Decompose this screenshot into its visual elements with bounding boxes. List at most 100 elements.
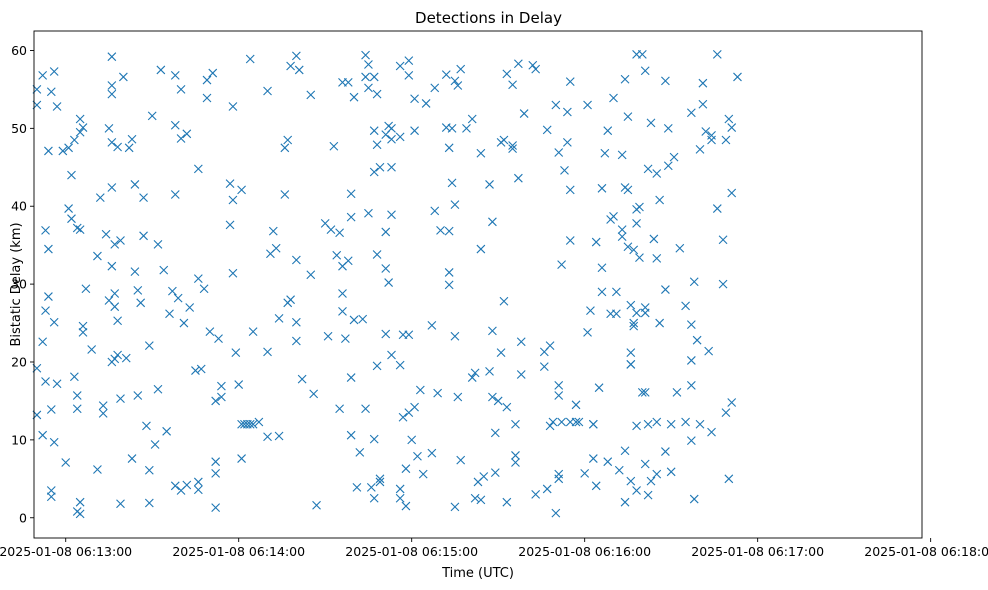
data-point bbox=[675, 243, 685, 253]
data-point bbox=[335, 228, 344, 238]
data-point bbox=[225, 220, 235, 230]
data-point bbox=[395, 132, 405, 142]
data-point bbox=[620, 446, 630, 456]
data-point bbox=[427, 320, 437, 330]
data-point bbox=[343, 256, 353, 266]
data-point bbox=[372, 250, 382, 259]
data-point bbox=[467, 373, 477, 382]
data-point bbox=[375, 477, 385, 487]
data-point bbox=[124, 143, 134, 153]
data-point bbox=[614, 465, 624, 475]
data-point bbox=[185, 303, 195, 312]
data-point bbox=[562, 107, 572, 117]
x-axis-ticks: 2025-01-08 06:13:00 2025-01-08 06:14:00 20… bbox=[0, 538, 988, 559]
data-point bbox=[574, 417, 584, 427]
data-point bbox=[69, 372, 79, 382]
data-point bbox=[545, 421, 555, 431]
data-point bbox=[46, 405, 56, 414]
data-point bbox=[193, 477, 203, 487]
data-point bbox=[182, 129, 192, 139]
data-point bbox=[355, 447, 365, 457]
data-point bbox=[551, 100, 561, 110]
data-point bbox=[202, 93, 212, 103]
data-point bbox=[727, 123, 737, 132]
data-point bbox=[369, 493, 379, 503]
data-point bbox=[176, 134, 186, 143]
data-point bbox=[179, 318, 189, 328]
data-point bbox=[147, 111, 157, 121]
data-point bbox=[689, 277, 699, 287]
data-point bbox=[588, 419, 598, 429]
data-point bbox=[78, 123, 88, 132]
data-point bbox=[692, 335, 702, 345]
data-point bbox=[75, 114, 85, 124]
data-point bbox=[513, 173, 523, 183]
y-tick-label: 40 bbox=[11, 199, 27, 214]
data-point bbox=[263, 347, 272, 357]
data-point bbox=[358, 314, 368, 324]
data-point bbox=[490, 468, 500, 477]
data-point bbox=[444, 280, 454, 290]
y-tick-label: 20 bbox=[11, 354, 27, 369]
data-point bbox=[49, 317, 59, 327]
data-point bbox=[637, 387, 647, 397]
data-point bbox=[274, 431, 284, 441]
data-point bbox=[663, 123, 673, 133]
data-point bbox=[508, 144, 517, 153]
data-point bbox=[144, 465, 154, 475]
data-point bbox=[387, 210, 396, 220]
data-point bbox=[217, 392, 226, 402]
data-point bbox=[698, 99, 708, 109]
data-point bbox=[623, 242, 633, 252]
data-point bbox=[583, 328, 592, 337]
data-point bbox=[617, 232, 627, 241]
data-point bbox=[623, 112, 633, 122]
data-point bbox=[629, 245, 639, 255]
data-point bbox=[476, 495, 486, 505]
data-point bbox=[46, 87, 56, 97]
data-point bbox=[488, 217, 497, 227]
data-point bbox=[291, 255, 301, 265]
data-point bbox=[485, 366, 494, 376]
data-point bbox=[488, 326, 497, 336]
data-point bbox=[110, 354, 120, 364]
data-point bbox=[404, 330, 414, 340]
data-point bbox=[415, 385, 425, 395]
data-point bbox=[254, 417, 264, 427]
data-point bbox=[182, 480, 192, 490]
data-point bbox=[116, 499, 125, 509]
data-point bbox=[508, 141, 517, 150]
data-point bbox=[591, 481, 601, 491]
data-point bbox=[343, 78, 353, 87]
data-point bbox=[107, 261, 117, 271]
data-point bbox=[427, 448, 437, 458]
data-point bbox=[78, 328, 88, 337]
data-point bbox=[323, 331, 333, 341]
data-point bbox=[733, 72, 742, 82]
data-point bbox=[609, 93, 618, 103]
data-point bbox=[508, 80, 517, 90]
data-point bbox=[248, 327, 258, 337]
data-point bbox=[361, 72, 370, 82]
data-point bbox=[170, 481, 180, 491]
data-point bbox=[67, 214, 76, 224]
data-point bbox=[395, 360, 405, 370]
data-point bbox=[554, 380, 564, 390]
data-point bbox=[580, 468, 590, 478]
plot-area-frame bbox=[33, 30, 923, 539]
data-point bbox=[591, 237, 601, 247]
data-point bbox=[413, 451, 422, 461]
data-point bbox=[173, 293, 183, 303]
data-point bbox=[366, 482, 376, 492]
data-point bbox=[52, 102, 62, 111]
data-point bbox=[600, 148, 610, 158]
data-point bbox=[107, 52, 117, 62]
data-point bbox=[511, 419, 520, 429]
data-point bbox=[516, 370, 526, 379]
data-point bbox=[130, 180, 140, 189]
data-point bbox=[531, 489, 541, 499]
data-point bbox=[361, 404, 370, 414]
data-point bbox=[283, 135, 293, 145]
data-point bbox=[727, 188, 737, 198]
